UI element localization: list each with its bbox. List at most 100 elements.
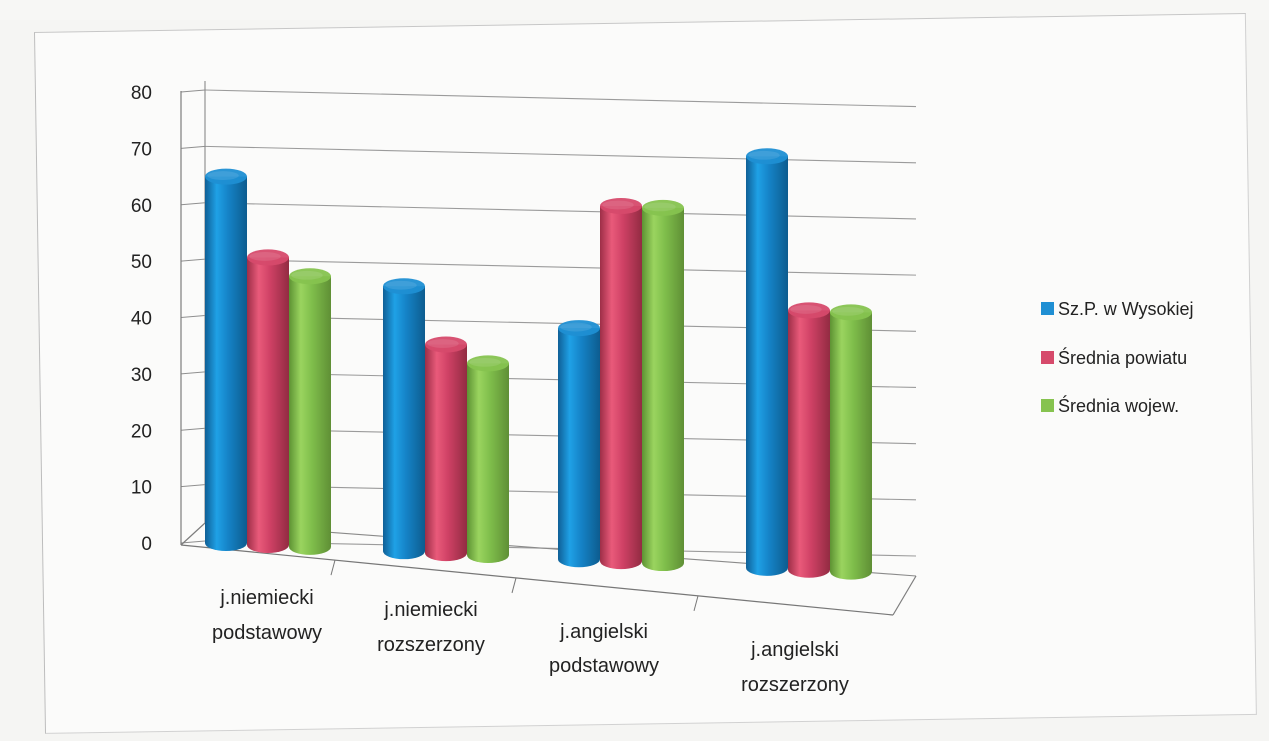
bar-2-2 [425, 336, 467, 562]
bar-base [383, 543, 425, 560]
bars-layer [205, 148, 872, 580]
gridline-side [180, 145, 206, 149]
bar-1-1 [205, 168, 247, 552]
legend-label: Sz.P. w Wysokiej [1058, 299, 1194, 319]
y-tick-label: 70 [131, 139, 152, 160]
category-label: rozszerzony [377, 634, 485, 656]
bar-top-highlight [560, 322, 592, 332]
y-tick-label: 40 [131, 309, 152, 330]
bar-base [205, 535, 247, 552]
bar-top-highlight [249, 252, 281, 261]
category-label: j.niemiecki [383, 599, 477, 621]
gridline [204, 89, 917, 108]
y-tick-label: 10 [131, 478, 152, 499]
bar-top-highlight [427, 339, 459, 348]
bar-3-2 [467, 355, 509, 564]
bar-body [289, 276, 331, 547]
category-label: j.niemiecki [219, 587, 313, 609]
legend-layer: Sz.P. w Wysokiej Średnia powiatu Średnia w… [1041, 299, 1194, 416]
bar-base [289, 538, 331, 555]
bar-body [600, 205, 642, 562]
y-tick-label: 50 [131, 252, 152, 273]
x-axis-front-line [180, 544, 894, 616]
bar-top [600, 197, 642, 214]
bar-base [746, 559, 788, 576]
bar-top [205, 168, 247, 185]
bar-body [467, 363, 509, 556]
bar-top [289, 268, 331, 285]
category-label: j.angielski [559, 621, 648, 643]
legend-swatch [1041, 302, 1054, 315]
floor-left-line [180, 522, 206, 546]
legend-swatch [1041, 399, 1054, 412]
bar-base [788, 561, 830, 578]
category-label: j.angielski [750, 639, 839, 661]
bar-2-1 [247, 249, 289, 553]
gridline-side [180, 371, 206, 375]
bar-body [830, 312, 872, 572]
bar-base [467, 547, 509, 564]
bar-top [383, 278, 425, 295]
bar-top-highlight [291, 270, 323, 280]
bar-top-highlight [385, 280, 417, 290]
bar-base [247, 536, 289, 553]
legend-swatch [1041, 351, 1054, 364]
bar-top-highlight [602, 200, 634, 210]
gridline [204, 202, 917, 220]
y-tick-label: 20 [131, 421, 152, 442]
legend-label: Średnia wojew. [1058, 395, 1179, 416]
x-axis-side-line [892, 575, 917, 616]
bar-1-2 [383, 278, 425, 560]
bar-body [205, 176, 247, 544]
x-axis-tick [693, 595, 699, 611]
x-axis-tick [330, 560, 336, 576]
bar-base [600, 553, 642, 570]
bar-top-highlight [644, 202, 676, 212]
x-axis-tick [511, 577, 517, 594]
bar-3-1 [289, 268, 331, 555]
bar-top [558, 320, 600, 337]
y-tick-label: 60 [131, 196, 152, 217]
bar-2-4 [788, 302, 830, 578]
gridline [204, 145, 917, 164]
bar-3-4 [830, 304, 872, 580]
bar-top [830, 304, 872, 321]
gridline-side [180, 484, 206, 488]
bar-top [746, 148, 788, 165]
category-label: podstawowy [549, 655, 659, 677]
bar-top [425, 336, 467, 353]
legend-label: Średnia powiatu [1058, 347, 1187, 368]
bar-1-3 [558, 320, 600, 568]
bar-base [558, 551, 600, 568]
bar-3-3 [642, 199, 684, 572]
bar-body [558, 328, 600, 560]
bar-top-highlight [207, 171, 239, 180]
bar-top-highlight [748, 150, 780, 160]
gridline-side [180, 540, 206, 544]
category-label: rozszerzony [741, 674, 849, 696]
bar-body [746, 156, 788, 568]
bar-top [788, 302, 830, 319]
bar-top [247, 249, 289, 266]
bar-body [383, 286, 425, 552]
bar-body [425, 344, 467, 554]
y-tick-label: 0 [141, 534, 152, 555]
gridline-side [180, 89, 206, 93]
bar-top-highlight [469, 357, 501, 367]
bar-top-highlight [790, 305, 822, 314]
bar-body [247, 257, 289, 545]
bar-top [467, 355, 509, 372]
gridline [204, 258, 917, 276]
bar-top-highlight [832, 306, 864, 316]
category-label: podstawowy [212, 622, 322, 644]
bar-top [642, 199, 684, 216]
bar-base [830, 563, 872, 580]
top-paper-strip [0, 0, 1269, 20]
bar-1-4 [746, 148, 788, 576]
bar-2-3 [600, 197, 642, 570]
gridline-side [180, 258, 206, 262]
gridline-side [180, 202, 206, 206]
bar-base [642, 555, 684, 572]
